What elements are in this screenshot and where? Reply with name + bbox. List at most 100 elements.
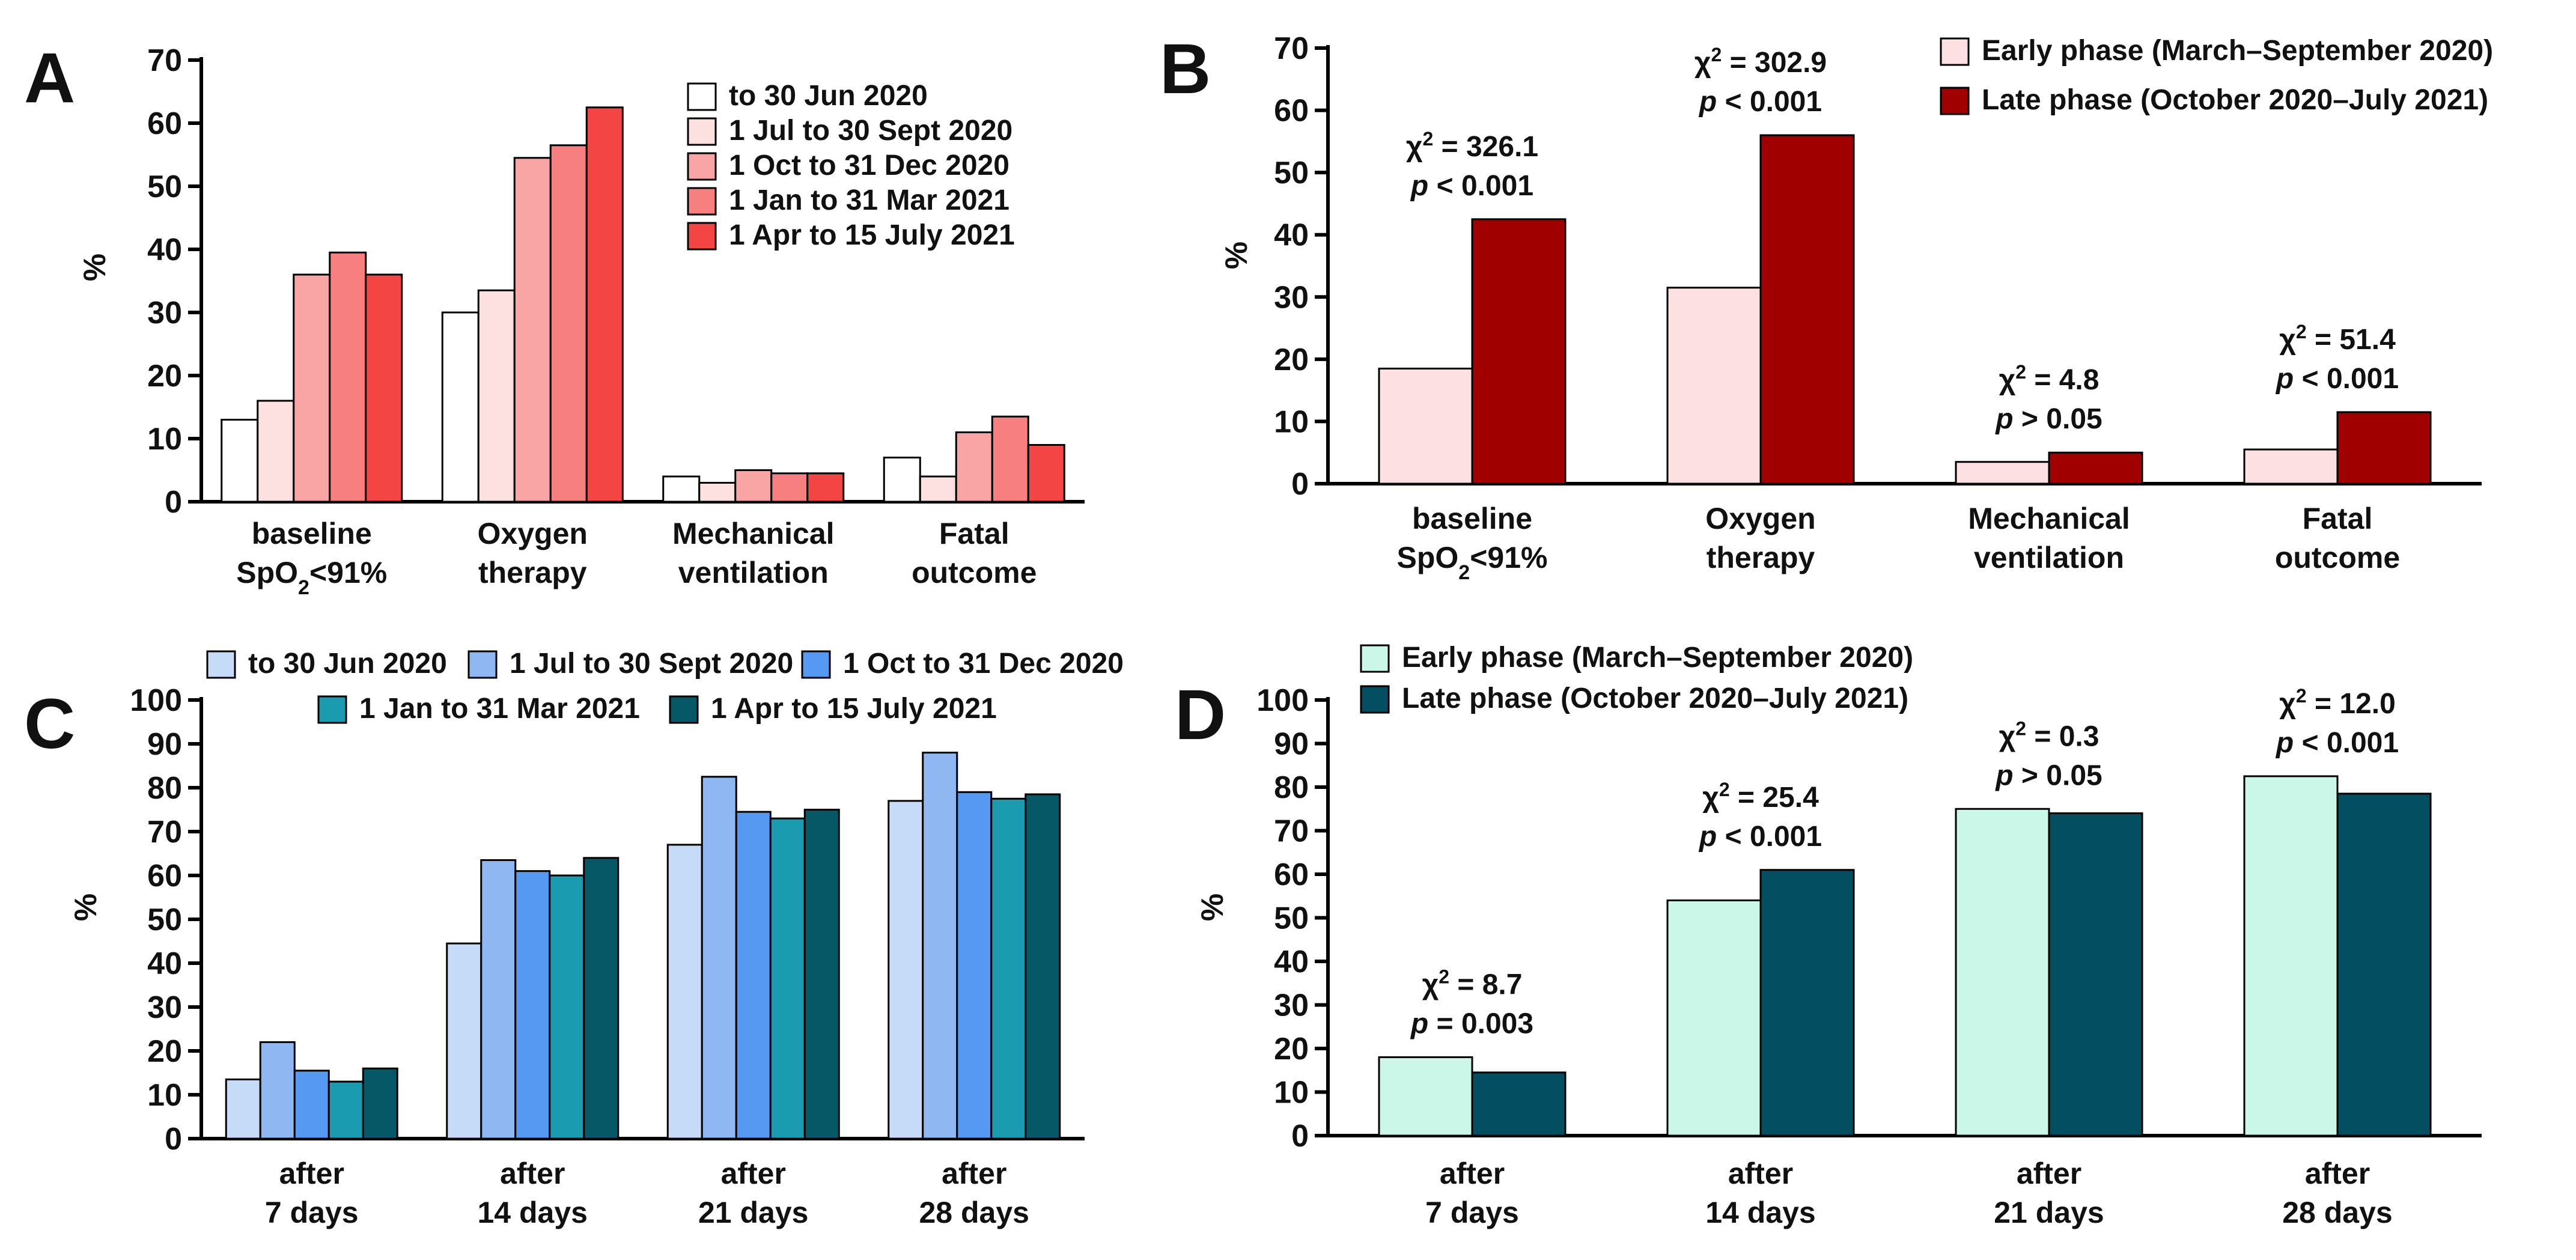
- chi-square-annotation: χ2 = 25.4: [1702, 779, 1819, 814]
- p-value-annotation: p < 0.001: [1698, 821, 1822, 853]
- y-tick-label: 40: [1274, 218, 1309, 253]
- legend-label: Late phase (October 2020–July 2021): [1982, 84, 2488, 116]
- legend-label: Early phase (March–September 2020): [1982, 35, 2493, 67]
- x-tick-label: Mechanical: [672, 517, 835, 550]
- bar: [513, 157, 552, 503]
- y-tick-label: 70: [147, 43, 182, 78]
- bar: [991, 415, 1029, 503]
- bar: [2048, 451, 2143, 485]
- legend-swatch: [1940, 87, 1970, 115]
- chi-square-annotation: χ2 = 326.1: [1406, 128, 1538, 163]
- panel-label: A: [24, 38, 75, 118]
- bar: [446, 942, 483, 1140]
- y-tick-label: 0: [1291, 1119, 1309, 1154]
- legend-label: 1 Jan to 31 Mar 2021: [729, 184, 1009, 216]
- bar: [549, 144, 588, 503]
- legend-swatch: [317, 695, 347, 724]
- y-tick-label: 100: [1256, 683, 1309, 718]
- p-value-annotation: p < 0.001: [1698, 86, 1822, 118]
- x-tick-label: ventilation: [678, 556, 829, 589]
- panel-label: D: [1175, 675, 1226, 755]
- bar: [1759, 869, 1855, 1137]
- p-value-annotation: p = 0.003: [1410, 1008, 1533, 1040]
- legend-label: 1 Jul to 30 Sept 2020: [510, 648, 793, 680]
- bar: [662, 475, 701, 503]
- x-tick-label: after: [2017, 1157, 2081, 1190]
- x-tick-label: 14 days: [478, 1196, 588, 1229]
- y-tick-label: 0: [165, 1122, 182, 1157]
- y-axis-label: %: [69, 893, 103, 921]
- bar: [477, 289, 516, 503]
- legend-swatch: [687, 117, 717, 146]
- x-tick-label: therapy: [478, 556, 587, 589]
- panel-label: C: [24, 684, 75, 764]
- chi-square-annotation: χ2 = 51.4: [2279, 321, 2396, 356]
- y-tick-label: 20: [1274, 1032, 1309, 1067]
- y-tick-label: 80: [1274, 770, 1309, 805]
- bar: [259, 1041, 296, 1140]
- bar: [734, 469, 773, 503]
- p-value-annotation: p < 0.001: [2275, 727, 2399, 759]
- bar: [1666, 287, 1762, 485]
- y-axis-label: %: [1219, 242, 1254, 269]
- y-tick-label: 30: [1274, 280, 1309, 315]
- bar: [698, 482, 737, 503]
- legend-swatch: [467, 650, 498, 679]
- legend-swatch: [687, 222, 717, 251]
- bar: [1955, 808, 2050, 1137]
- x-tick-label: after: [1440, 1157, 1505, 1190]
- y-tick-label: 50: [147, 902, 182, 937]
- bar: [1471, 1071, 1567, 1137]
- legend-label: to 30 Jun 2020: [729, 80, 928, 112]
- bar: [701, 776, 737, 1140]
- legend-label: to 30 Jun 2020: [248, 648, 447, 680]
- x-tick-label: 7 days: [265, 1196, 359, 1229]
- x-tick-label: ventilation: [1974, 541, 2124, 574]
- legend-label: 1 Jan to 31 Mar 2021: [359, 693, 640, 725]
- x-tick-label: after: [500, 1157, 565, 1190]
- x-tick-label: Oxygen: [1705, 502, 1815, 535]
- x-tick-label: therapy: [1707, 541, 1815, 574]
- x-tick-label: baseline: [252, 517, 372, 550]
- bar: [2243, 775, 2339, 1137]
- y-tick-label: 40: [147, 946, 182, 981]
- y-tick-label: 30: [147, 296, 182, 330]
- x-tick-label: 14 days: [1705, 1196, 1815, 1229]
- x-tick-label: after: [2305, 1157, 2370, 1190]
- y-tick-label: 20: [147, 1034, 182, 1069]
- bar: [888, 800, 924, 1140]
- chi-square-annotation: χ2 = 302.9: [1694, 44, 1827, 79]
- bar: [327, 1080, 364, 1140]
- x-tick-label: SpO2<91%: [236, 556, 387, 599]
- panel-d: D% 0 10 20 30 40 50 60 70 80 90 100 after 7 days χ2 = …: [1175, 642, 2482, 1229]
- x-tick-label: after: [279, 1157, 344, 1190]
- x-tick-label: after: [1728, 1157, 1793, 1190]
- y-tick-label: 50: [147, 169, 182, 204]
- p-value-annotation: p < 0.001: [2275, 363, 2399, 395]
- y-tick-label: 10: [1274, 404, 1309, 439]
- legend-swatch: [801, 650, 831, 679]
- y-tick-label: 20: [1274, 342, 1309, 377]
- p-value-annotation: p > 0.05: [1994, 759, 2102, 791]
- y-tick-label: 70: [1274, 31, 1309, 66]
- bar: [922, 752, 958, 1140]
- legend-swatch: [1940, 37, 1970, 66]
- chi-square-annotation: χ2 = 8.7: [1422, 966, 1523, 1001]
- legend-swatch: [1360, 644, 1390, 673]
- y-tick-label: 80: [147, 771, 182, 806]
- bar: [1378, 1056, 1473, 1137]
- y-tick-label: 60: [1274, 94, 1309, 129]
- chi-square-annotation: χ2 = 4.8: [1999, 361, 2099, 396]
- bar: [585, 106, 624, 503]
- bar: [221, 419, 259, 503]
- legend-label: Early phase (March–September 2020): [1402, 642, 1913, 674]
- bar: [1471, 218, 1567, 485]
- x-tick-label: 21 days: [1994, 1196, 2104, 1229]
- legend-swatch: [1360, 685, 1390, 714]
- y-tick-label: 70: [1274, 814, 1309, 849]
- legend-swatch: [669, 695, 699, 724]
- bar: [806, 472, 845, 503]
- bar: [257, 400, 295, 503]
- y-tick-label: 50: [1274, 901, 1309, 936]
